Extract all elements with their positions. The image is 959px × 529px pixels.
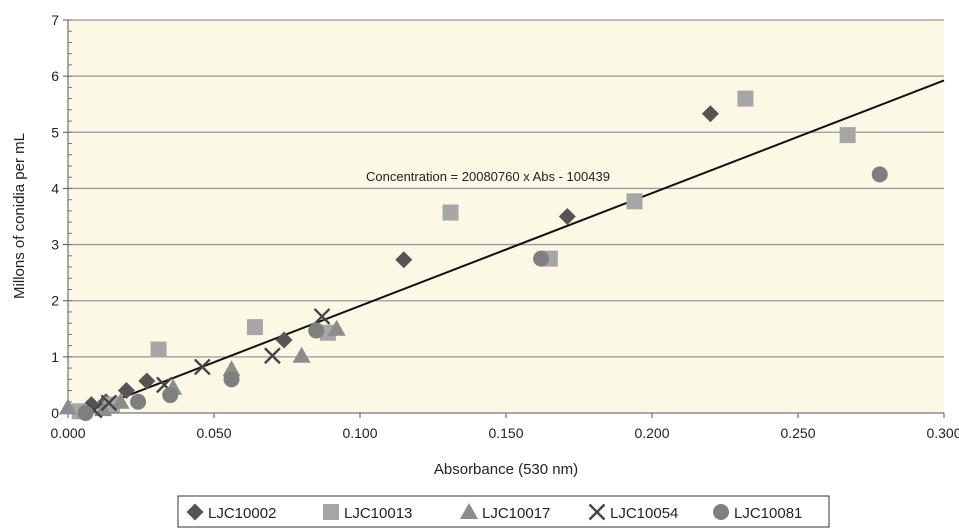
- legend-marker: [460, 503, 478, 519]
- data-point-LJC10002: [701, 105, 719, 123]
- data-points: [59, 90, 888, 421]
- legend-label: LJC10013: [344, 505, 412, 522]
- data-point-LJC10081: [77, 405, 94, 421]
- data-point-LJC10013: [150, 341, 167, 358]
- y-tick-label: 4: [51, 180, 59, 196]
- data-point-LJC10002: [395, 251, 413, 269]
- y-tick-labels: 0 1 2 3 4 5 6 7: [51, 12, 68, 421]
- data-point-LJC10054: [264, 347, 281, 365]
- data-point-LJC10054: [193, 358, 211, 376]
- data-point-LJC10081: [223, 371, 240, 388]
- x-stroke: [193, 358, 211, 376]
- legend: LJC10002 LJC10013 LJC10017 LJC10054 LJC10081: [177, 495, 830, 528]
- x-stroke: [588, 503, 606, 521]
- data-point-LJC10002: [558, 208, 576, 225]
- data-point-LJC10002: [275, 331, 293, 349]
- legend-marker: [588, 503, 606, 521]
- x-axis-title: Absorbance (530 nm): [434, 461, 578, 478]
- legend-label: LJC10002: [208, 505, 276, 522]
- x-tick-label: 0.150: [488, 425, 523, 441]
- legend-item-LJC10054: LJC10054: [588, 503, 678, 522]
- x-tick-label: 0.250: [780, 425, 815, 441]
- x-tick-labels: 0.000 0.050 0.100 0.150 0.200 0.250 0.300: [50, 413, 959, 441]
- y-tick-label: 0: [51, 405, 59, 421]
- data-point-LJC10081: [130, 393, 147, 410]
- x-tick-label: 0.100: [342, 425, 377, 441]
- data-point-LJC10017: [111, 392, 130, 409]
- data-point-LJC10054: [313, 308, 331, 325]
- legend-item-LJC10081: LJC10081: [713, 504, 802, 522]
- fit-line-group: [82, 79, 945, 414]
- x-tick-label: 0.050: [196, 425, 231, 441]
- y-tick-label: 1: [51, 349, 59, 365]
- y-tick-label: 7: [51, 12, 59, 28]
- legend-item-LJC10013: LJC10013: [323, 504, 412, 522]
- data-point-LJC10054: [100, 394, 118, 412]
- data-point-LJC10017: [222, 360, 241, 377]
- x-stroke: [156, 376, 173, 394]
- data-point-LJC10013: [626, 193, 643, 210]
- legend-item-LJC10017: LJC10017: [460, 503, 550, 522]
- series-LJC10017: [59, 319, 346, 417]
- legend-label: LJC10054: [610, 505, 678, 522]
- data-point-LJC10013: [839, 127, 856, 144]
- y-tick-label: 3: [51, 237, 59, 253]
- data-point-LJC10081: [871, 166, 888, 183]
- y-axis-title: Millons of conidia per mL: [11, 133, 28, 299]
- series-LJC10054: [85, 308, 331, 419]
- x-stroke: [100, 394, 118, 412]
- y-tick-label: 2: [51, 293, 59, 309]
- plot-area: [68, 20, 944, 413]
- gridlines: [68, 19, 944, 358]
- x-tick-label: 0.300: [926, 425, 959, 441]
- data-point-LJC10002: [117, 382, 135, 400]
- data-point-LJC10013: [442, 204, 459, 221]
- x-tick-label: 0.000: [50, 425, 85, 441]
- data-point-LJC10002: [138, 372, 156, 390]
- data-point-LJC10017: [327, 319, 346, 336]
- minor-ticks: [68, 19, 72, 414]
- x-stroke: [313, 308, 331, 325]
- y-tick-label: 5: [51, 124, 59, 140]
- x-tick-label: 0.200: [634, 425, 669, 441]
- data-point-LJC10013: [737, 90, 754, 107]
- fit-line: [82, 79, 945, 414]
- data-point-LJC10013: [246, 319, 263, 336]
- data-point-LJC10081: [533, 250, 550, 267]
- legend-marker: [186, 503, 204, 521]
- data-point-LJC10017: [59, 398, 77, 415]
- legend-marker: [713, 504, 729, 520]
- legend-item-LJC10002: LJC10002: [186, 503, 276, 522]
- y-tick-label: 6: [51, 68, 59, 84]
- data-point-LJC10081: [162, 387, 179, 404]
- data-point-LJC10081: [308, 322, 325, 339]
- fit-equation-annotation: Concentration = 20080760 x Abs - 100439: [366, 169, 610, 184]
- legend-marker: [323, 504, 339, 520]
- x-stroke: [264, 347, 281, 365]
- legend-label: LJC10017: [482, 505, 550, 522]
- series-LJC10081: [77, 166, 888, 421]
- data-point-LJC10017: [292, 346, 311, 363]
- legend-label: LJC10081: [734, 505, 802, 522]
